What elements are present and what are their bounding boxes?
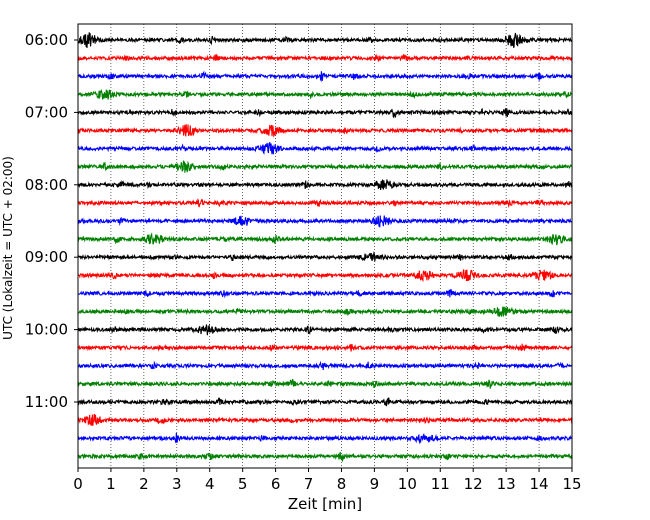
x-axis-label: Zeit [min] — [288, 495, 362, 513]
trace-row-6 — [77, 142, 573, 155]
trace-row-19 — [77, 378, 573, 389]
x-tick-label: 10 — [398, 475, 417, 493]
trace-row-1 — [77, 54, 573, 62]
trace-row-16 — [77, 323, 573, 336]
y-tick-label: 11:00 — [25, 393, 68, 411]
x-tick-label: 3 — [172, 475, 182, 493]
plot-frame — [77, 23, 573, 469]
y-tick-label: 08:00 — [25, 176, 68, 194]
trace-row-17 — [77, 343, 573, 352]
x-tick-label: 5 — [238, 475, 248, 493]
x-tick-label: 14 — [530, 475, 549, 493]
x-tick-label: 6 — [271, 475, 281, 493]
x-tick-label: 1 — [106, 475, 116, 493]
x-tick-label: 2 — [139, 475, 149, 493]
x-tick-label: 8 — [337, 475, 347, 493]
x-tick-label: 4 — [205, 475, 215, 493]
trace-row-5 — [77, 124, 573, 138]
trace-row-18 — [77, 360, 573, 371]
trace-row-10 — [77, 215, 573, 228]
x-tick-label: 11 — [431, 475, 450, 493]
x-tick-label: 9 — [370, 475, 380, 493]
trace-row-8 — [77, 179, 573, 190]
plot-area — [78, 24, 572, 468]
trace-row-15 — [77, 306, 573, 317]
x-tick-label: 13 — [497, 475, 516, 493]
y-axis-label: UTC (Lokalzeit = UTC + 02:00) — [1, 156, 15, 340]
trace-row-22 — [77, 432, 573, 445]
x-tick-label: 15 — [562, 475, 581, 493]
x-tick-label: 0 — [73, 475, 83, 493]
gridlines — [110, 24, 540, 468]
y-tick-label: 09:00 — [25, 248, 68, 266]
y-tick-label: 07:00 — [25, 103, 68, 121]
trace-row-14 — [77, 289, 573, 299]
y-tick-label: 10:00 — [25, 321, 68, 339]
y-tick-label: 06:00 — [25, 31, 68, 49]
trace-row-20 — [77, 397, 573, 407]
trace-row-9 — [77, 198, 573, 208]
x-tick-label: 12 — [464, 475, 483, 493]
x-tick-label: 7 — [304, 475, 314, 493]
trace-row-3 — [77, 88, 573, 100]
trace-row-11 — [77, 232, 573, 246]
trace-row-7 — [77, 160, 573, 173]
x-axis-ticks: 0 1 2 3 4 5 6 7 8 9 10 11 12 13 14 15 — [73, 468, 582, 493]
trace-row-12 — [77, 250, 573, 262]
trace-row-4 — [77, 107, 573, 119]
y-axis-ticks: 06:00 07:00 08:00 09:00 10:00 11:00 — [25, 31, 78, 411]
trace-row-13 — [77, 269, 573, 283]
trace-row-21 — [77, 413, 573, 426]
trace-row-0 — [77, 32, 573, 49]
trace-row-23 — [77, 451, 573, 463]
seismogram-traces — [77, 32, 573, 463]
trace-row-2 — [77, 70, 573, 83]
